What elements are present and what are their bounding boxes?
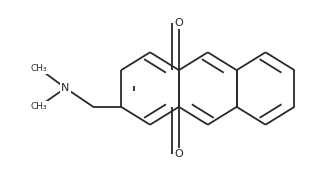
Text: CH₃: CH₃: [30, 102, 47, 111]
Text: CH₃: CH₃: [30, 64, 47, 73]
Text: N: N: [61, 83, 70, 93]
Text: O: O: [175, 150, 183, 159]
Text: O: O: [175, 18, 183, 27]
